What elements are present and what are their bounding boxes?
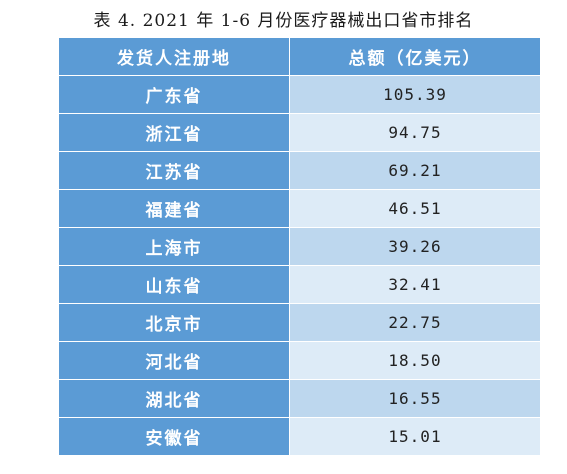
header-amount: 总额（亿美元） [289,37,541,76]
province-cell: 福建省 [58,189,290,228]
province-cell: 上海市 [58,227,290,266]
table-row: 北京市 22.75 [58,303,541,342]
province-cell: 广东省 [58,75,290,114]
province-cell: 安徽省 [58,417,290,456]
table-row: 河北省 18.50 [58,341,541,380]
table-row: 安徽省 15.01 [58,417,541,456]
amount-cell: 46.51 [289,189,541,228]
amount-cell: 18.50 [289,341,541,380]
table-row: 浙江省 94.75 [58,113,541,152]
table-row: 江苏省 69.21 [58,151,541,190]
province-cell: 浙江省 [58,113,290,152]
amount-cell: 39.26 [289,227,541,266]
table-row: 湖北省 16.55 [58,379,541,418]
amount-cell: 15.01 [289,417,541,456]
amount-cell: 94.75 [289,113,541,152]
province-cell: 河北省 [58,341,290,380]
amount-cell: 16.55 [289,379,541,418]
amount-cell: 105.39 [289,75,541,114]
province-cell: 北京市 [58,303,290,342]
table-row: 福建省 46.51 [58,189,541,228]
amount-cell: 32.41 [289,265,541,304]
table-row: 广东省 105.39 [58,75,541,114]
table-header-row: 发货人注册地 总额（亿美元） [58,37,541,76]
province-cell: 山东省 [58,265,290,304]
province-cell: 江苏省 [58,151,290,190]
table-row: 上海市 39.26 [58,227,541,266]
province-cell: 湖北省 [58,379,290,418]
header-province: 发货人注册地 [58,37,290,76]
table-row: 山东省 32.41 [58,265,541,304]
table-caption: 表 4. 2021 年 1-6 月份医疗器械出口省市排名 [93,11,474,31]
export-ranking-table: 发货人注册地 总额（亿美元） 广东省 105.39 浙江省 94.75 江苏省 … [58,37,541,456]
amount-cell: 69.21 [289,151,541,190]
amount-cell: 22.75 [289,303,541,342]
